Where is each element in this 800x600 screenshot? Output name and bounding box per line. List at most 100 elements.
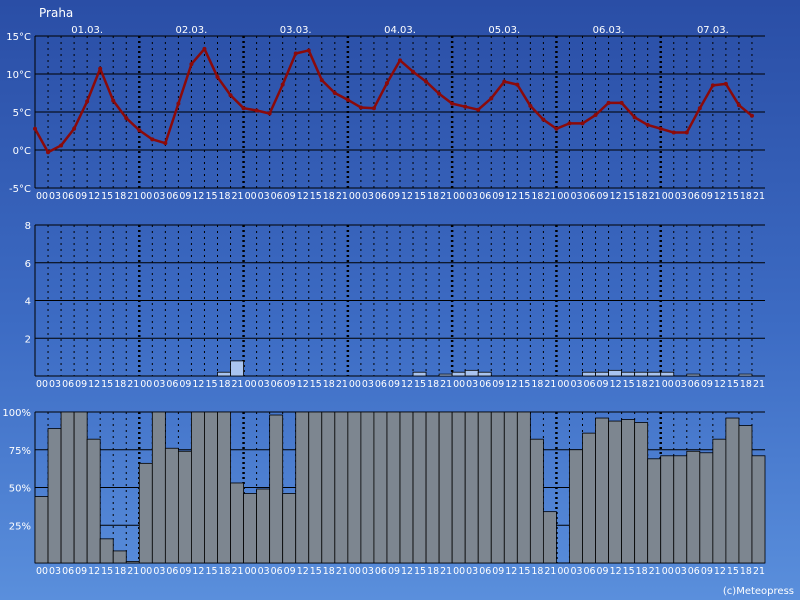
hour-tick-label: 12	[192, 566, 204, 577]
hour-tick-label: 06	[375, 566, 387, 577]
temperature-point	[384, 81, 389, 86]
hour-tick-label: 21	[649, 191, 661, 202]
cloudiness-bar	[634, 422, 649, 564]
hour-tick-label: 03	[49, 566, 61, 577]
day-label: 05.03.	[488, 25, 520, 36]
hour-tick-label: 15	[727, 379, 739, 390]
hour-tick-label: 00	[36, 191, 48, 202]
temperature-point	[72, 126, 77, 131]
temperature-point	[697, 106, 702, 111]
cloudiness-bar	[282, 493, 297, 564]
hour-tick-label: 15	[518, 191, 530, 202]
hour-tick-label: 15	[414, 191, 426, 202]
hour-tick-label: 00	[140, 379, 152, 390]
temperature-point	[645, 122, 650, 127]
y-tick-label: 4	[25, 297, 31, 308]
hour-tick-label: 15	[101, 566, 113, 577]
hour-tick-label: 15	[518, 379, 530, 390]
cloudiness-bar	[308, 411, 323, 564]
hour-tick-label: 00	[453, 379, 465, 390]
y-tick-label: 2	[25, 334, 31, 345]
y-tick-label: 15°C	[6, 32, 31, 43]
hour-tick-label: 12	[505, 379, 517, 390]
hour-tick-label: 21	[127, 379, 139, 390]
precipitation-bar	[412, 371, 427, 377]
hour-tick-label: 00	[557, 191, 569, 202]
hour-tick-label: 15	[310, 379, 322, 390]
cloudiness-bar	[138, 462, 153, 564]
city-title: Praha	[39, 6, 74, 20]
hour-tick-label: 12	[88, 191, 100, 202]
cloudiness-bar	[99, 538, 114, 564]
hour-tick-label: 12	[88, 379, 100, 390]
hour-tick-label: 21	[440, 191, 452, 202]
cloudiness-bar	[125, 561, 140, 564]
precipitation-bar	[608, 369, 623, 377]
cloudiness-bar	[738, 425, 753, 564]
temperature-point	[150, 137, 155, 142]
hour-tick-label: 18	[636, 191, 648, 202]
temperature-point	[59, 143, 64, 148]
hour-tick-label: 00	[453, 191, 465, 202]
cloudiness-bar	[230, 482, 244, 564]
cloudiness-bar	[438, 411, 453, 564]
precipitation-bar	[660, 371, 675, 377]
cloudiness-bar	[191, 411, 205, 564]
hour-tick-label: 18	[531, 379, 543, 390]
hour-tick-label: 18	[531, 191, 543, 202]
hour-tick-label: 18	[323, 191, 335, 202]
hour-tick-label: 06	[479, 191, 491, 202]
hour-tick-label: 00	[349, 379, 361, 390]
hour-tick-label: 09	[597, 191, 609, 202]
hour-tick-label: 12	[714, 566, 726, 577]
hour-tick-label: 12	[297, 191, 309, 202]
hour-tick-label: 03	[258, 566, 270, 577]
temperature-point	[215, 75, 220, 80]
temperature-point	[606, 100, 611, 105]
hour-tick-label: 12	[297, 379, 309, 390]
hour-tick-label: 06	[62, 379, 74, 390]
hour-tick-label: 00	[557, 379, 569, 390]
temperature-point	[619, 100, 624, 105]
precipitation-bar	[477, 371, 492, 377]
precipitation-bar	[217, 371, 231, 377]
cloudiness-bar	[269, 414, 284, 564]
temperature-point	[489, 96, 494, 101]
hour-tick-label: 21	[336, 191, 348, 202]
hour-tick-label: 21	[544, 566, 556, 577]
temperature-point	[723, 81, 728, 86]
hour-tick-label: 18	[114, 379, 126, 390]
hour-tick-label: 06	[271, 191, 283, 202]
hour-tick-label: 15	[310, 566, 322, 577]
cloudiness-bar	[673, 455, 688, 564]
cloudiness-bar	[334, 411, 349, 564]
temperature-point	[319, 78, 324, 83]
temperature-point	[528, 103, 533, 108]
cloudiness-bar	[503, 411, 518, 564]
y-tick-label: 8	[25, 221, 31, 232]
cloudiness-bar	[386, 411, 401, 564]
hour-tick-label: 12	[88, 566, 100, 577]
temperature-point	[176, 101, 181, 106]
y-tick-label: 0°C	[13, 146, 31, 157]
temperature-point	[306, 48, 311, 53]
cloudiness-bar	[164, 447, 179, 564]
hour-tick-label: 03	[570, 379, 582, 390]
temperature-point	[749, 113, 754, 118]
cloudiness-bar	[464, 411, 479, 564]
hour-tick-label: 03	[362, 379, 374, 390]
hour-tick-label: 09	[284, 191, 296, 202]
hour-tick-label: 15	[414, 379, 426, 390]
hour-tick-label: 09	[597, 566, 609, 577]
cloudiness-bar	[34, 496, 49, 564]
temperature-point	[280, 82, 285, 87]
hour-tick-label: 18	[636, 566, 648, 577]
hour-tick-label: 21	[544, 191, 556, 202]
temperature-point	[593, 113, 598, 118]
hour-tick-label: 09	[388, 379, 400, 390]
day-label: 07.03.	[697, 25, 729, 36]
day-label: 03.03.	[280, 25, 312, 36]
temperature-point	[671, 130, 676, 135]
y-tick-label: -5°C	[9, 184, 31, 195]
day-label: 04.03.	[384, 25, 416, 36]
